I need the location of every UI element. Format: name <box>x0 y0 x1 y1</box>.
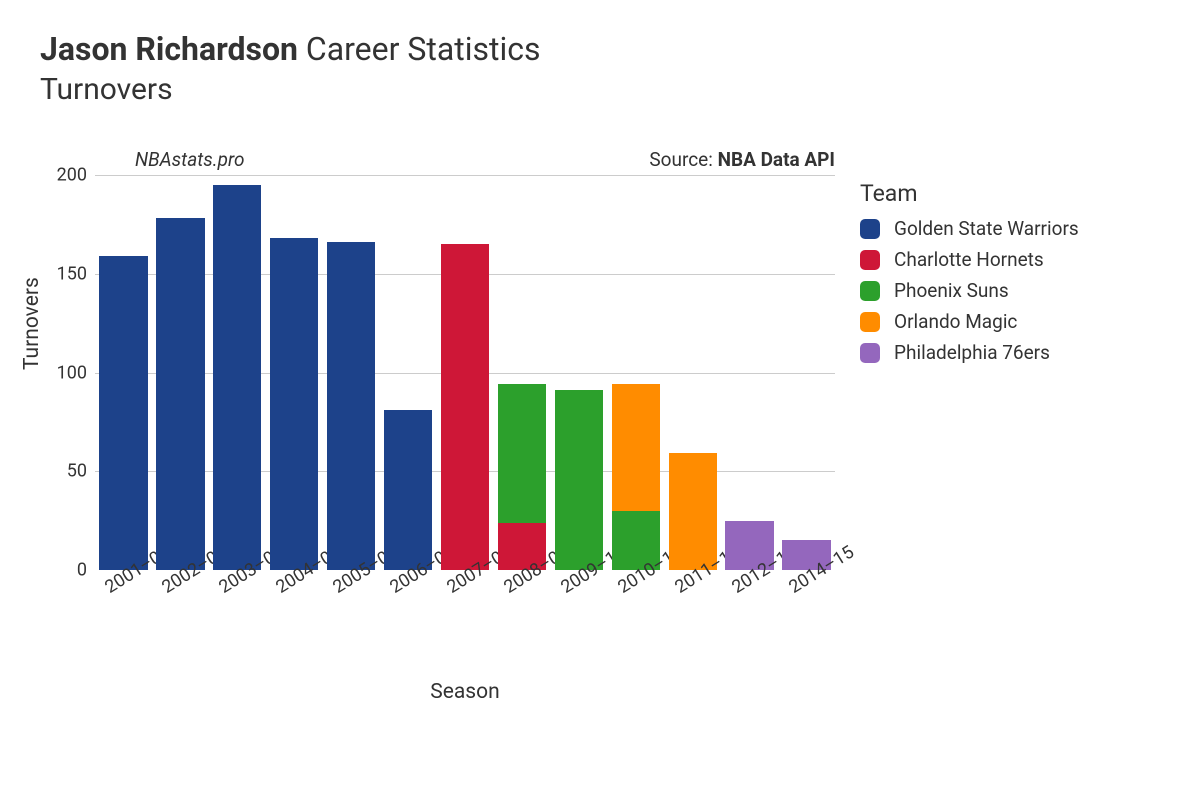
legend-item-phx[interactable]: Phoenix Suns <box>860 279 1079 302</box>
bar-segment-orl <box>669 453 717 570</box>
y-tick-label: 200 <box>47 165 87 186</box>
bar-slot: 2005–06 <box>327 175 375 570</box>
x-axis-title: Season <box>95 680 835 704</box>
legend-swatch <box>860 219 880 239</box>
bar-segment-gsw <box>384 410 432 570</box>
legend-label: Charlotte Hornets <box>894 248 1044 271</box>
bar-segment-phx <box>498 384 546 522</box>
bar-slot: 2012–13 <box>725 175 773 570</box>
bar-slot: 2001–02 <box>99 175 147 570</box>
legend-swatch <box>860 281 880 301</box>
legend-swatch <box>860 312 880 332</box>
source-prefix: Source: <box>649 148 717 171</box>
bar-slot: 2010–11 <box>612 175 660 570</box>
bar-slot: 2002–03 <box>156 175 204 570</box>
y-tick-label: 100 <box>47 362 87 383</box>
attribution: NBAstats.pro <box>135 148 245 171</box>
bar-slot: 2008–09 <box>498 175 546 570</box>
player-name: Jason Richardson <box>40 30 298 68</box>
meta-row: NBAstats.pro Source: NBA Data API <box>135 148 835 171</box>
y-tick-label: 50 <box>47 461 87 482</box>
bar-segment-orl <box>612 384 660 510</box>
y-tick-label: 150 <box>47 263 87 284</box>
y-axis-title: Turnovers <box>20 277 44 370</box>
legend-title: Team <box>860 180 1079 207</box>
plot-area: 050100150200 2001–022002–032003–042004–0… <box>95 175 835 570</box>
bar-slot: 2006–07 <box>384 175 432 570</box>
bar-segment-gsw <box>156 218 204 570</box>
bar-slot: 2011–12 <box>669 175 717 570</box>
bar-slot: 2003–04 <box>213 175 261 570</box>
chart-container: Jason Richardson Career Statistics Turno… <box>0 0 1200 800</box>
legend-item-gsw[interactable]: Golden State Warriors <box>860 217 1079 240</box>
bar-segment-gsw <box>327 242 375 570</box>
bars-group: 2001–022002–032003–042004–052005–062006–… <box>95 175 835 570</box>
legend-item-orl[interactable]: Orlando Magic <box>860 310 1079 333</box>
chart-subtitle: Turnovers <box>40 72 1160 107</box>
bar-segment-gsw <box>270 238 318 570</box>
bar-segment-gsw <box>99 256 147 570</box>
bar-segment-cha <box>441 244 489 570</box>
legend-label: Philadelphia 76ers <box>894 341 1050 364</box>
title-block: Jason Richardson Career Statistics Turno… <box>40 30 1160 107</box>
title-suffix: Career Statistics <box>306 30 541 68</box>
legend-label: Phoenix Suns <box>894 279 1009 302</box>
bar-segment-phx <box>555 390 603 570</box>
bar-segment-gsw <box>213 185 261 570</box>
legend-label: Golden State Warriors <box>894 217 1079 240</box>
source-name: NBA Data API <box>718 148 835 171</box>
bar-slot: 2007–08 <box>441 175 489 570</box>
source-label: Source: NBA Data API <box>649 148 835 171</box>
bar-slot: 2004–05 <box>270 175 318 570</box>
y-tick-label: 0 <box>47 560 87 581</box>
legend: Team Golden State Warriors Charlotte Horn… <box>860 180 1079 372</box>
chart-title: Jason Richardson Career Statistics <box>40 30 1160 68</box>
legend-swatch <box>860 343 880 363</box>
legend-swatch <box>860 250 880 270</box>
legend-label: Orlando Magic <box>894 310 1017 333</box>
legend-items: Golden State Warriors Charlotte Hornets Ph… <box>860 217 1079 364</box>
bar-slot: 2014–15 <box>782 175 830 570</box>
bar-slot: 2009–10 <box>555 175 603 570</box>
legend-item-phi[interactable]: Philadelphia 76ers <box>860 341 1079 364</box>
legend-item-cha[interactable]: Charlotte Hornets <box>860 248 1079 271</box>
